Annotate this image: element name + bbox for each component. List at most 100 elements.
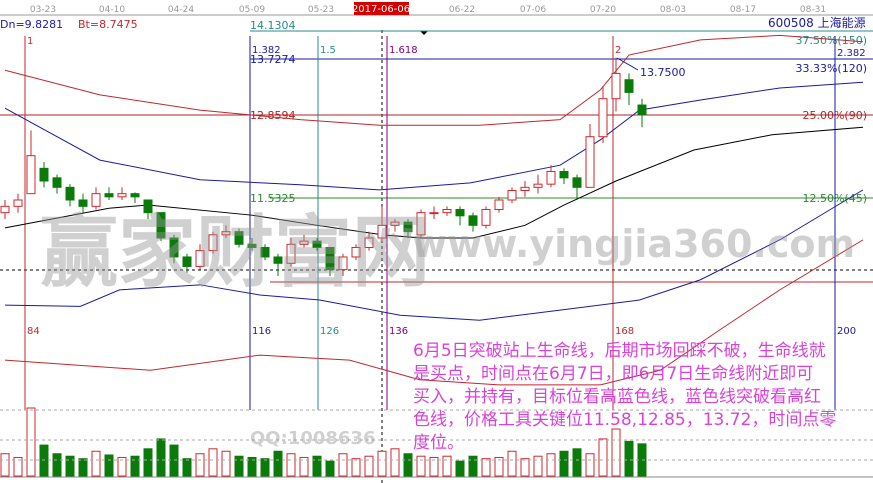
volume-bar xyxy=(169,444,179,477)
annotation-line: 6月5日突破站上生命线，后期市场回踩不破，生命线就 xyxy=(413,341,826,361)
red-lower-series xyxy=(4,239,864,386)
peak-label: 13.7500 xyxy=(640,66,686,79)
candle-body xyxy=(208,234,218,252)
volume-bar xyxy=(442,455,452,477)
time-line-ratio: 2 xyxy=(615,45,621,56)
price-level-percent: 33.33%(120) xyxy=(795,62,867,75)
time-line-count: 200 xyxy=(837,326,856,337)
candle-body xyxy=(13,199,23,207)
volume-bar xyxy=(52,453,62,477)
price-level-percent: 37.50%(150) xyxy=(795,34,867,47)
life-line-series xyxy=(4,126,864,239)
volume-bar xyxy=(481,458,491,477)
time-line-ratio: 2.382 xyxy=(837,48,866,59)
candle-body xyxy=(416,212,426,236)
candle-body xyxy=(455,208,465,217)
date-label: 08-17 xyxy=(730,5,756,15)
price-level-label: 12.8594 xyxy=(250,109,296,122)
time-line-ratio: 1.382 xyxy=(252,45,281,56)
candle-body xyxy=(533,183,543,188)
candle-body xyxy=(481,208,491,226)
volume-bar xyxy=(143,448,153,477)
annotation-text: 6月5日突破站上生命线，后期市场回踩不破，生命线就 是买点，时间点在6月7日，即… xyxy=(413,340,873,455)
price-level-label: 14.1304 xyxy=(250,19,296,32)
time-line-ratio: 1 xyxy=(27,36,33,47)
volume-bar xyxy=(286,453,296,477)
candle-body xyxy=(377,224,387,239)
volume-bar xyxy=(520,458,530,477)
volume-bar xyxy=(429,456,439,477)
date-label-highlighted: 2017-06-06 xyxy=(352,4,410,15)
candle-body xyxy=(507,189,517,201)
candle-body xyxy=(52,177,62,188)
price-level-label: 11.5325 xyxy=(250,192,296,205)
volume-bar xyxy=(416,455,426,477)
volume-bar xyxy=(13,456,23,477)
date-label: 03-23 xyxy=(30,5,56,15)
date-label: 04-10 xyxy=(99,5,125,15)
annotation-line: 色线，价格工具关键位11.58,12.85，13.72，时间点零 xyxy=(413,410,837,430)
candle-body xyxy=(156,212,166,239)
date-highlight xyxy=(354,2,409,15)
volume-bar xyxy=(78,458,88,477)
candle-body xyxy=(0,205,10,214)
candle-body xyxy=(494,199,504,210)
volume-bar xyxy=(299,456,309,477)
volume-bar xyxy=(104,454,114,477)
watermark-site: www.yingjia360.com xyxy=(412,222,856,266)
candle-body xyxy=(325,246,335,271)
blue-upper-series xyxy=(4,81,864,191)
time-line-count: 126 xyxy=(320,326,339,337)
volume-bar xyxy=(0,453,10,477)
candle-body xyxy=(546,171,556,185)
time-line-count: 116 xyxy=(252,326,271,337)
date-label: 07-20 xyxy=(590,5,616,15)
annotation-line: 买入，并持有，目标位看高蓝色线，蓝色线突破看高红 xyxy=(413,387,821,407)
candle-body xyxy=(104,193,114,198)
volume-bar xyxy=(260,458,270,477)
date-label: 08-31 xyxy=(800,5,826,15)
volume-bar xyxy=(156,438,166,477)
candle-body xyxy=(364,237,374,248)
peak-pointer xyxy=(616,57,639,71)
date-label: 07-06 xyxy=(520,5,546,15)
candle-body xyxy=(26,155,36,195)
date-label: 06-22 xyxy=(449,5,475,15)
annotation-line: 是买点，时间点在6月7日，即6月7日生命线附近即可 xyxy=(413,364,814,384)
volume-bar xyxy=(91,450,101,477)
marker-triangle-icon xyxy=(420,31,428,35)
candle-body xyxy=(143,199,153,214)
date-label: 05-09 xyxy=(239,5,265,15)
volume-bar xyxy=(351,458,361,477)
candle-body xyxy=(442,208,452,214)
candle-body xyxy=(390,221,400,226)
volume-bar xyxy=(26,407,36,477)
volume-bar xyxy=(195,453,205,477)
candle-body xyxy=(195,250,205,267)
candle-body xyxy=(299,240,309,245)
candle-body xyxy=(182,256,192,267)
candle-body xyxy=(559,171,569,179)
dn-value: Dn=9.8281 xyxy=(0,18,63,31)
time-line-ratio: 1.5 xyxy=(320,45,336,56)
candle-body xyxy=(637,104,647,116)
candle-body xyxy=(247,243,257,248)
volume-bar xyxy=(325,460,335,477)
candle-body xyxy=(65,186,75,201)
volume-bar xyxy=(182,458,192,477)
candle-body xyxy=(572,177,582,188)
candle-body xyxy=(403,221,413,233)
volume-bar xyxy=(117,456,127,477)
candle-body xyxy=(312,240,322,248)
volume-bar xyxy=(338,453,348,477)
time-line-ratio: 1.618 xyxy=(389,45,418,56)
volume-bar xyxy=(611,428,621,477)
bt-value: Bt=8.7475 xyxy=(78,18,138,31)
candle-body xyxy=(611,72,621,100)
candle-body xyxy=(468,215,478,226)
time-line-count: 136 xyxy=(389,326,408,337)
candle-body xyxy=(117,193,127,198)
volume-bar xyxy=(507,450,517,477)
